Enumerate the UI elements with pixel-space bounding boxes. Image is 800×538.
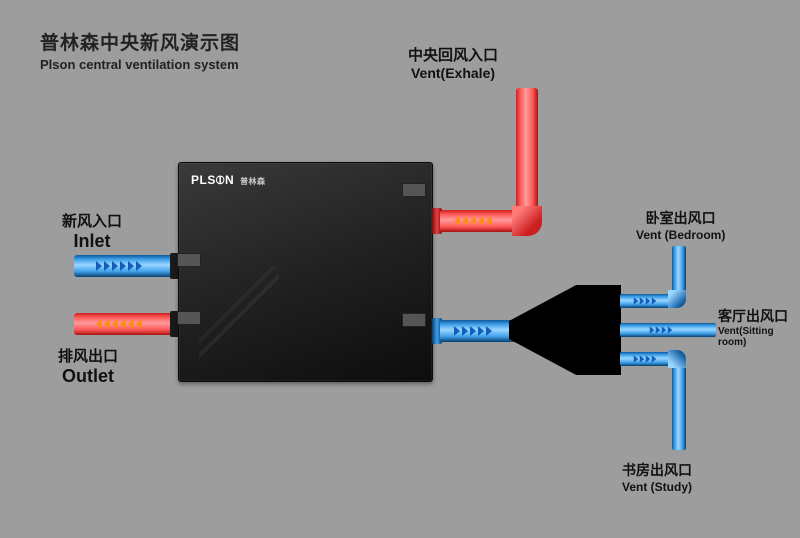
pipe-supply: [440, 320, 516, 342]
title-en: Plson central ventilation system: [40, 57, 240, 72]
pipe-sitting-h: [620, 323, 716, 337]
central-unit: PLS⦶N 普林森: [178, 162, 433, 382]
label-exhale: 中央回风入口 Vent(Exhale): [408, 44, 498, 81]
arrow-icon: [634, 355, 657, 363]
label-cn: 排风出口: [58, 345, 118, 366]
label-study: 书房出风口 Vent (Study): [622, 460, 692, 494]
label-sitting: 客厅出风口 Vent(Sitting room): [718, 306, 800, 348]
label-en: Inlet: [62, 231, 122, 252]
elbow-blue: [668, 290, 686, 308]
arrow-icon: [454, 326, 492, 336]
label-bedroom: 卧室出风口 Vent (Bedroom): [636, 208, 725, 242]
arrow-icon: [96, 319, 142, 329]
elbow-blue: [668, 350, 686, 368]
arrow-icon: [634, 297, 657, 305]
label-en: Vent(Exhale): [408, 65, 498, 81]
port-tag: [402, 313, 426, 327]
title-cn: 普林森中央新风演示图: [40, 28, 240, 55]
label-inlet: 新风入口 Inlet: [62, 210, 122, 252]
brand-logo: PLS⦶N 普林森: [191, 173, 266, 188]
arrow-icon: [96, 261, 142, 271]
pipe-exhale-h: [440, 210, 522, 232]
label-cn: 新风入口: [62, 210, 122, 231]
port-tag: [177, 253, 201, 267]
label-cn: 中央回风入口: [408, 44, 498, 65]
label-cn: 客厅出风口: [718, 306, 800, 326]
brand-text: PLS⦶N: [191, 173, 234, 187]
pipe-inlet: [74, 255, 174, 277]
label-en: Vent (Study): [622, 480, 692, 494]
label-outlet: 排风出口 Outlet: [58, 345, 118, 387]
label-en: Vent (Bedroom): [636, 228, 725, 242]
port-tag: [177, 311, 201, 325]
label-cn: 卧室出风口: [636, 208, 725, 228]
label-en: Vent(Sitting room): [718, 326, 800, 348]
brand-sub: 普林森: [240, 177, 266, 186]
arrow-icon: [650, 326, 673, 334]
label-cn: 书房出风口: [622, 460, 692, 480]
port-tag: [402, 183, 426, 197]
pipe-exhale-v: [516, 88, 538, 216]
label-en: Outlet: [58, 366, 118, 387]
arrow-icon: [454, 216, 492, 226]
pipe-outlet: [74, 313, 174, 335]
elbow-red: [512, 206, 542, 236]
diagram-title: 普林森中央新风演示图 Plson central ventilation sys…: [40, 28, 240, 72]
distributor: [509, 285, 621, 375]
pipe-study-v: [672, 360, 686, 450]
